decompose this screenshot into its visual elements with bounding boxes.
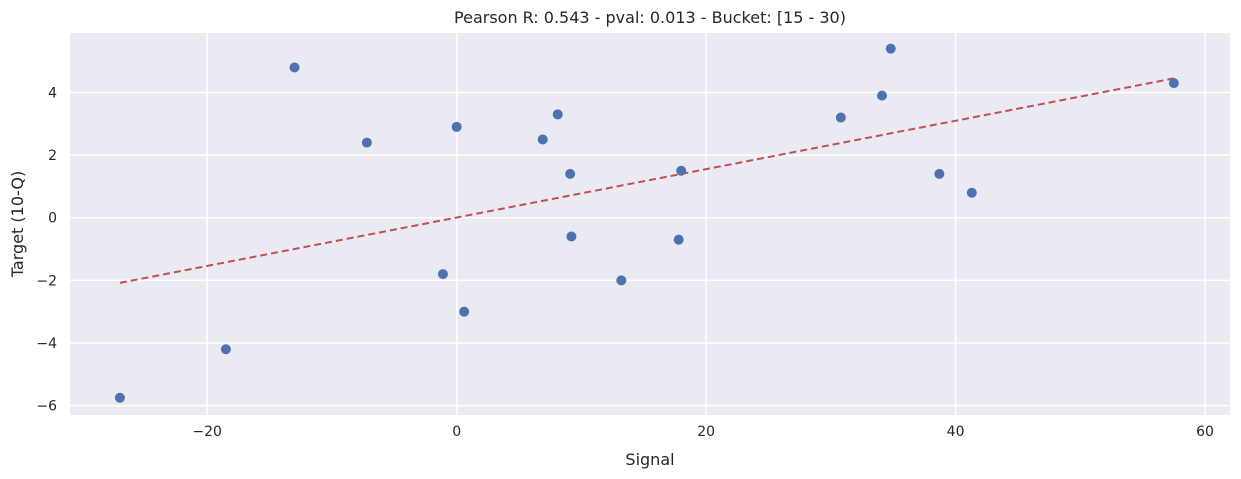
data-point [361,137,372,148]
data-point [459,306,470,317]
data-point [220,344,231,355]
data-point [676,165,687,176]
y-tick-label: −6 [36,399,57,415]
data-point [835,112,846,123]
data-point [552,109,563,120]
y-tick-label: −2 [36,273,57,289]
fit-line-group [119,77,1175,284]
x-tick-label: 60 [1196,424,1214,440]
y-axis-label: Target (10-Q) [8,171,27,278]
x-tick-label: 20 [697,424,715,440]
data-point [877,90,887,101]
chart-title: Pearson R: 0.543 - pval: 0.013 - Bucket:… [454,8,846,27]
data-point [437,269,448,280]
plot-area [70,33,1230,415]
data-point [1168,78,1179,89]
data-point [934,168,945,179]
x-axis-label: Signal [625,450,674,469]
data-point [885,43,896,54]
y-tick-label: 2 [48,148,57,164]
y-tick-label: 0 [48,211,57,227]
data-point [566,231,577,242]
data-point [114,392,125,403]
x-tick-label: 40 [947,424,965,440]
y-tick-label: 4 [48,85,57,101]
data-point [451,121,462,132]
data-point [673,234,684,245]
data-point [537,134,548,145]
grid [70,33,1230,415]
x-tick-label: −20 [192,424,222,440]
data-point [289,62,300,73]
y-tick-label: −4 [36,336,57,352]
regression-fit-line [119,77,1175,284]
data-point [966,187,977,198]
data-points [114,43,1179,403]
data-point [616,275,627,286]
x-tick-label: 0 [452,424,461,440]
data-point [565,168,576,179]
